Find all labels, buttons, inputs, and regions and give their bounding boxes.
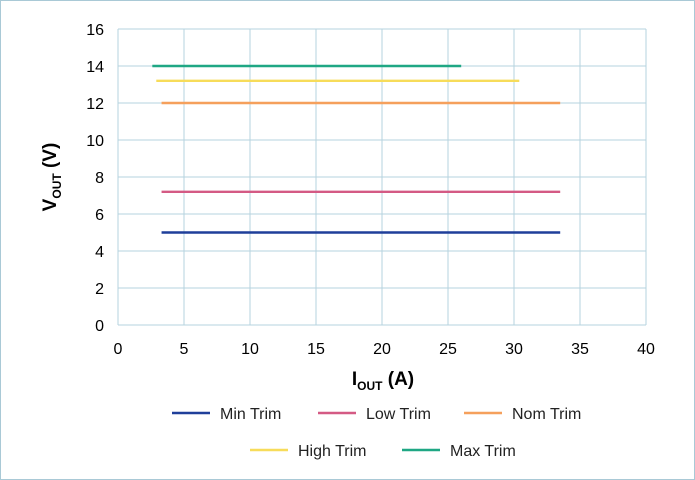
x-axis-label-main: I <box>352 369 357 390</box>
x-tick-label: 20 <box>373 341 391 358</box>
legend-item: High Trim <box>250 443 366 460</box>
legend-label: Low Trim <box>366 406 431 423</box>
y-tick-label: 6 <box>95 207 104 224</box>
y-tick-label: 8 <box>95 170 104 187</box>
y-tick-label: 14 <box>86 59 104 76</box>
series-lines <box>152 64 561 234</box>
y-tick-label: 4 <box>95 244 104 261</box>
y-tick-label: 10 <box>86 133 104 150</box>
legend-label: Nom Trim <box>512 406 581 423</box>
x-tick-label: 35 <box>571 341 589 358</box>
y-axis-label-main: V <box>40 198 61 211</box>
legend-label: Max Trim <box>450 443 516 460</box>
x-tick-label: 25 <box>439 341 457 358</box>
x-tick-label: 40 <box>637 341 655 358</box>
x-tick-label: 5 <box>180 341 189 358</box>
y-tick-label: 2 <box>95 281 104 298</box>
x-axis-label: IOUT (A) <box>352 369 414 393</box>
x-axis-label-sub: OUT <box>357 379 383 393</box>
x-tick-label: 30 <box>505 341 523 358</box>
legend-label: High Trim <box>298 443 366 460</box>
legend: Min Trim Low Trim Nom Trim High Trim Max Tri… <box>172 406 581 460</box>
x-tick-label: 15 <box>307 341 325 358</box>
x-tick-label: 10 <box>241 341 259 358</box>
legend-item: Min Trim <box>172 406 281 423</box>
y-tick-label: 0 <box>95 318 104 335</box>
legend-item: Max Trim <box>402 443 516 460</box>
legend-item: Nom Trim <box>464 406 581 423</box>
tick-labels: 0 5 10 15 20 25 30 35 40 0 2 4 6 8 10 12 14 16 <box>86 22 655 358</box>
y-tick-label: 16 <box>86 22 104 39</box>
x-tick-label: 0 <box>114 341 123 358</box>
legend-item: Low Trim <box>318 406 431 423</box>
y-axis-label-sub: OUT <box>50 173 64 199</box>
y-axis-label-unit: (V) <box>40 143 61 174</box>
x-axis-label-unit: (A) <box>382 369 414 390</box>
grid <box>117 28 647 326</box>
y-axis-label: VOUT (V) <box>40 143 64 212</box>
y-tick-label: 12 <box>86 96 104 113</box>
legend-label: Min Trim <box>220 406 281 423</box>
